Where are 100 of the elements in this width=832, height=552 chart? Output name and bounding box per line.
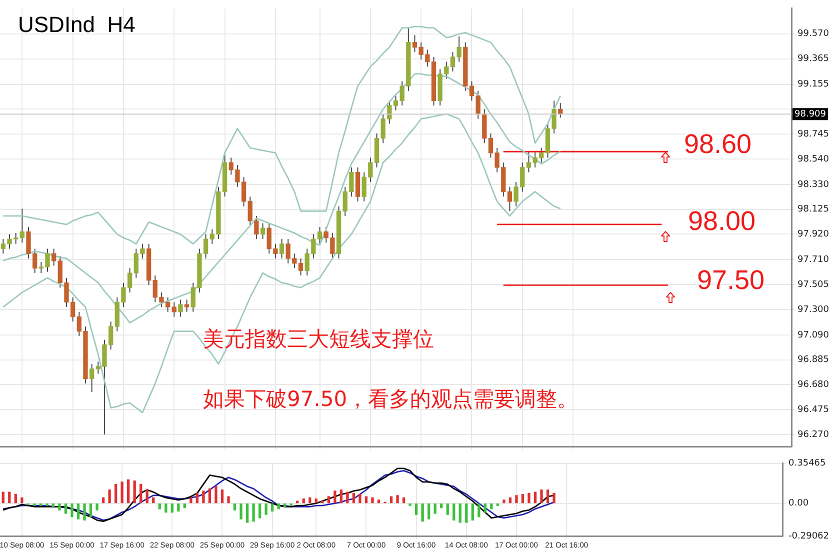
y-tick-label: -0.29062: [788, 531, 830, 542]
bar: [421, 503, 424, 522]
bar: [552, 492, 556, 504]
bar: [290, 503, 292, 506]
bar: [52, 503, 55, 508]
y-tick-label: 99.365: [798, 54, 830, 64]
bar: [208, 488, 212, 504]
y-tick-label: 98.330: [798, 180, 830, 190]
bar: [314, 498, 318, 504]
bar: [296, 500, 299, 504]
bar: [164, 503, 168, 513]
annotation: 97.50: [697, 265, 765, 296]
bar: [14, 494, 17, 504]
bar: [478, 503, 480, 518]
bar: [170, 503, 174, 513]
y-tick-label: 99.570: [798, 29, 830, 40]
y-tick-label: 98.540: [798, 154, 830, 164]
bar: [2, 492, 4, 504]
bar: [515, 495, 518, 504]
bar: [190, 497, 192, 504]
bar: [133, 480, 136, 504]
bar: [534, 492, 537, 504]
annotation: 如果下破97.50，看多的观点需要调整。: [203, 387, 578, 412]
bar: [270, 503, 274, 512]
y-tick-label: 96.680: [798, 380, 830, 390]
candlestick: [184, 299, 190, 312]
bar: [521, 494, 524, 504]
bar: [220, 489, 224, 504]
ref-line-label: 98.909: [794, 109, 826, 120]
candlestick: [507, 186, 512, 212]
bar: [39, 503, 42, 506]
bar: [490, 503, 493, 510]
bar: [76, 503, 80, 520]
bar: [202, 490, 205, 504]
bar: [371, 497, 374, 504]
bar: [484, 503, 486, 513]
bar: [377, 500, 380, 504]
y-tick-label: 0.35465: [788, 458, 826, 469]
bar: [127, 479, 130, 504]
bar: [33, 503, 36, 506]
bar: [340, 489, 343, 504]
y-tick-label: 96.270: [798, 430, 830, 440]
y-tick-label: 0.00: [788, 498, 809, 509]
bar: [496, 503, 500, 506]
bar: [428, 503, 430, 520]
bar: [227, 496, 230, 504]
candlestick: [412, 34, 418, 53]
bar: [96, 503, 98, 510]
bar: [277, 503, 280, 510]
bar: [120, 482, 124, 504]
candlestick: [20, 208, 24, 244]
bar: [414, 503, 418, 515]
bar: [264, 503, 268, 515]
bar: [252, 503, 255, 522]
y-tick-label: 97.920: [798, 230, 830, 240]
bar: [284, 503, 286, 508]
bar: [346, 492, 349, 504]
bar: [183, 503, 186, 508]
bar: [258, 503, 262, 518]
bar: [46, 503, 48, 506]
annotation: 98.60: [684, 129, 752, 160]
candlestick: [51, 248, 56, 266]
y-tick-label: 98.745: [798, 129, 830, 140]
bar: [196, 492, 199, 504]
bar: [396, 495, 399, 504]
bar: [64, 503, 68, 514]
bar: [446, 503, 449, 515]
bar: [240, 503, 242, 520]
bar: [452, 503, 456, 521]
bar: [352, 492, 356, 504]
bar: [321, 500, 324, 504]
bar: [408, 503, 412, 506]
bar: [364, 496, 368, 504]
bar: [390, 496, 393, 504]
bar: [214, 486, 218, 504]
bar: [233, 503, 236, 510]
bar: [177, 503, 180, 512]
bar: [327, 496, 330, 504]
y-tick-label: 97.710: [798, 255, 830, 266]
bar: [358, 494, 362, 504]
candlestick: [172, 302, 176, 318]
bar: [70, 503, 74, 518]
bar: [528, 492, 530, 504]
candlestick: [89, 364, 94, 392]
bar: [89, 503, 92, 518]
y-tick-label: 96.475: [798, 404, 830, 415]
bar: [458, 503, 462, 523]
bar: [440, 503, 443, 508]
bar: [334, 490, 336, 504]
bar: [114, 484, 118, 504]
y-tick-label: 97.505: [798, 280, 830, 290]
bar: [140, 484, 142, 504]
bar: [146, 489, 148, 504]
chart-title: USDInd H4: [18, 12, 136, 38]
bar: [302, 498, 305, 504]
y-tick-label: 96.885: [798, 355, 830, 366]
candlestick: [279, 238, 284, 259]
bar: [434, 503, 436, 514]
bar: [83, 503, 86, 521]
y-tick-label: 97.090: [798, 330, 830, 340]
